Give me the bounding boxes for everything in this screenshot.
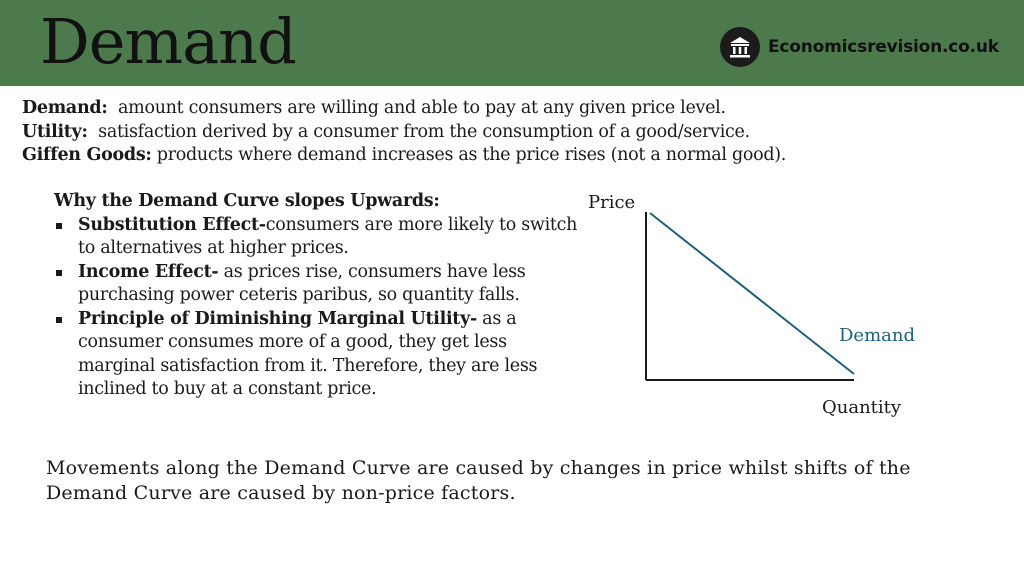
footer-note: Movements along the Demand Curve are cau… <box>46 457 911 504</box>
brand: Economicsrevision.co.uk <box>720 26 999 68</box>
definition-term: Demand: <box>22 98 108 118</box>
why-section: Why the Demand Curve slopes Upwards: Sub… <box>54 190 584 402</box>
demand-curve <box>649 212 855 375</box>
page-title: Demand <box>40 5 297 78</box>
definitions: Demand: amount consumers are willing and… <box>22 97 1012 168</box>
why-list: Substitution Effect-consumers are more l… <box>54 214 584 402</box>
definition-text: amount consumers are willing and able to… <box>107 98 726 118</box>
definition-term: Giffen Goods: <box>22 145 152 165</box>
x-axis-label: Quantity <box>822 397 902 418</box>
definition-utility: Utility: satisfaction derived by a consu… <box>22 121 1012 145</box>
definition-giffen-goods: Giffen Goods: products where demand incr… <box>22 144 1012 168</box>
bullet-icon <box>56 222 62 229</box>
definition-demand: Demand: amount consumers are willing and… <box>22 97 1012 121</box>
bullet-icon <box>56 269 62 276</box>
list-item: Principle of Diminishing Marginal Utilit… <box>54 308 584 402</box>
demand-diagram: Price Demand Quantity <box>588 192 915 418</box>
why-heading: Why the Demand Curve slopes Upwards: <box>54 191 440 211</box>
list-item: Income Effect- as prices rise, consumers… <box>54 261 584 308</box>
list-item-text: consumers are more likely to switch to a… <box>78 214 578 259</box>
curve-label: Demand <box>839 325 915 346</box>
list-item-term: Substitution Effect- <box>78 214 266 235</box>
bullet-icon <box>56 316 62 323</box>
y-axis-label: Price <box>588 192 635 213</box>
list-item: Substitution Effect-consumers are more l… <box>54 214 584 261</box>
definition-text: products where demand increases as the p… <box>151 145 787 165</box>
brand-name: Economicsrevision.co.uk <box>768 37 999 57</box>
list-item-term: Income Effect- <box>78 261 219 282</box>
definition-text: satisfaction derived by a consumer from … <box>87 121 750 142</box>
definition-term: Utility: <box>22 121 88 142</box>
pillar-icon <box>720 27 760 67</box>
list-item-term: Principle of Diminishing Marginal Utilit… <box>78 308 477 329</box>
list-item-text: as prices rise, consumers have less purc… <box>78 261 526 306</box>
list-item-text: as a consumer consumes more of a good, t… <box>78 308 538 400</box>
header-bar: Demand Economicsrevision.co.uk <box>0 0 1024 86</box>
